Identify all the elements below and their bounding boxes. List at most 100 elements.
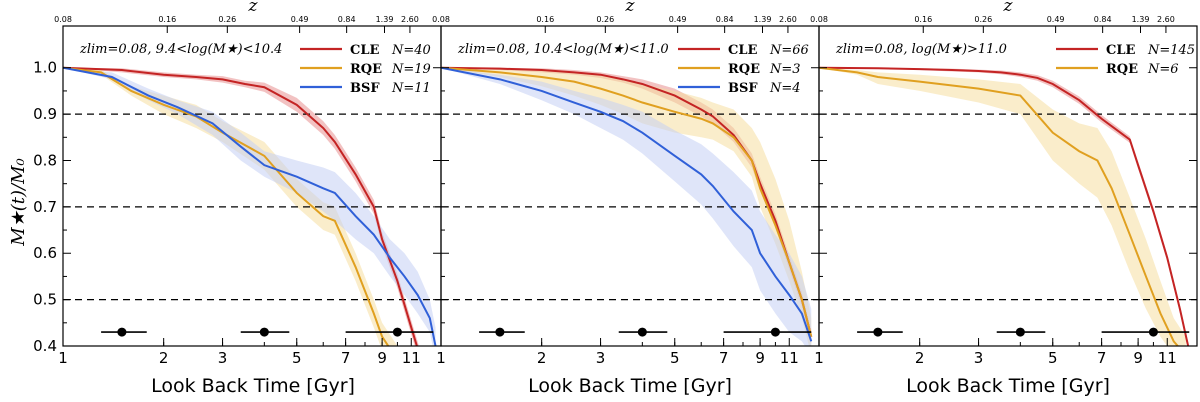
line-rqe (441, 66, 813, 337)
z-tick-label: 0.84 (1094, 15, 1112, 24)
band-bsf (63, 67, 436, 346)
z-tick-label: 0.49 (291, 15, 309, 24)
x-tick-label: 2 (159, 349, 169, 367)
errorbar-point (1015, 327, 1025, 337)
errorbar-point (392, 327, 402, 337)
errorbar-point (1148, 327, 1158, 337)
top-axis-label: z (248, 0, 259, 16)
z-tick-label: 1.39 (1132, 15, 1150, 24)
errorbar-point (873, 327, 883, 337)
panel-annotation: zlim=0.08, log(M★)>11.0 (835, 42, 1007, 57)
legend-count-rqe: N=19 (391, 62, 431, 77)
y-tick-label: 0.9 (33, 105, 57, 123)
x-tick-label: 5 (292, 349, 302, 367)
x-tick-label: 3 (218, 349, 228, 367)
x-tick-label: 9 (1133, 349, 1143, 367)
legend-label-rqe: RQE (350, 62, 382, 77)
legend-label-cle: CLE (728, 43, 757, 58)
errorbar-1 (101, 327, 147, 337)
x-tick-label: 7 (719, 349, 729, 367)
x-axis-label: Look Back Time [Gyr] (151, 375, 355, 397)
x-tick-label: 1 (436, 349, 446, 367)
legend-label-cle: CLE (350, 43, 379, 58)
legend-count-cle: N=145 (1147, 43, 1195, 58)
x-tick-label: 11 (402, 349, 421, 367)
z-tick-label: 0.16 (158, 15, 176, 24)
z-tick-label: 0.16 (536, 15, 554, 24)
panel-annotation: zlim=0.08, 10.4<log(M★)<11.0 (457, 42, 669, 57)
z-tick-label: 0.84 (338, 15, 356, 24)
z-tick-label: 1.39 (376, 15, 394, 24)
panel-annotation: zlim=0.08, 9.4<log(M★)<10.4 (79, 42, 282, 57)
errorbar-point (637, 327, 647, 337)
errorbar-point (117, 327, 127, 337)
line-bsf (441, 66, 813, 342)
legend-label-rqe: RQE (1106, 62, 1138, 77)
x-tick-label: 3 (974, 349, 984, 367)
y-tick-label: 1.0 (33, 59, 57, 77)
band-bsf (441, 67, 812, 346)
y-tick-label: 0.8 (33, 151, 57, 169)
x-tick-label: 1 (814, 349, 824, 367)
z-tick-label: 0.49 (1047, 15, 1065, 24)
x-tick-label: 2 (915, 349, 925, 367)
x-tick-label: 3 (596, 349, 606, 367)
x-tick-label: 1 (58, 349, 68, 367)
z-tick-label: 2.60 (401, 15, 419, 24)
errorbar-1 (479, 327, 525, 337)
y-tick-label: 0.4 (33, 337, 57, 355)
x-tick-label: 9 (377, 349, 387, 367)
errorbar-point (495, 327, 505, 337)
y-tick-label: 0.7 (33, 198, 57, 216)
legend-label-cle: CLE (1106, 43, 1135, 58)
band-rqe (441, 67, 812, 346)
plot-area (819, 66, 1197, 346)
legend: CLE N=145 RQE N=6 (1056, 43, 1195, 77)
z-tick-label: 1.39 (754, 15, 772, 24)
top-axis-label: z (625, 0, 636, 16)
y-tick-label: 0.6 (33, 244, 57, 262)
legend: CLE N=66 RQE N=3 BSF N=4 (678, 43, 809, 96)
z-tick-label: 0.84 (716, 15, 734, 24)
legend-count-bsf: N=11 (391, 81, 431, 96)
legend: CLE N=40 RQE N=19 BSF N=11 (300, 43, 431, 96)
z-tick-label: 0.26 (218, 15, 236, 24)
z-tick-label: 0.16 (914, 15, 932, 24)
line-cle (441, 66, 813, 337)
x-tick-label: 5 (1048, 349, 1058, 367)
plot-area (63, 66, 441, 346)
line-rqe (819, 66, 1180, 346)
line-cle (63, 66, 418, 346)
errorbar-3 (1101, 327, 1190, 337)
errorbar-1 (857, 327, 903, 337)
errorbar-2 (618, 327, 668, 337)
errorbar-3 (723, 327, 812, 337)
errorbar-2 (996, 327, 1046, 337)
legend-count-rqe: N=3 (769, 62, 801, 77)
z-tick-label: 0.08 (810, 15, 828, 24)
top-axis-label: z (1003, 0, 1014, 16)
z-tick-label: 0.08 (432, 15, 450, 24)
x-tick-label: 9 (755, 349, 765, 367)
line-bsf (63, 66, 437, 346)
panel-middle: Look Back Time [Gyr] z 1 2 3 5 7 9 11 0.08 0.16 0… (432, 0, 820, 397)
x-tick-label: 11 (1158, 349, 1177, 367)
legend-count-cle: N=66 (769, 43, 809, 58)
panel-left: Look Back Time [Gyr] z 1 2 3 5 7 9 11 0.08 0.16 0… (33, 0, 442, 397)
legend-count-rqe: N=6 (1147, 62, 1179, 77)
z-tick-label: 0.26 (974, 15, 992, 24)
z-tick-label: 0.08 (54, 15, 72, 24)
errorbar-2 (240, 327, 290, 337)
band-rqe (819, 67, 1186, 346)
legend-label-bsf: BSF (350, 81, 380, 96)
x-axis-label: Look Back Time [Gyr] (906, 375, 1110, 397)
legend-count-bsf: N=4 (769, 81, 801, 96)
z-tick-label: 0.49 (669, 15, 687, 24)
plot-frame (818, 25, 1198, 347)
errorbar-3 (345, 327, 434, 337)
plot-frame (62, 25, 442, 347)
y-axis-label: M★(t)/M₀ (8, 158, 29, 247)
y-tick-label: 0.5 (33, 291, 57, 309)
errorbar-point (259, 327, 269, 337)
